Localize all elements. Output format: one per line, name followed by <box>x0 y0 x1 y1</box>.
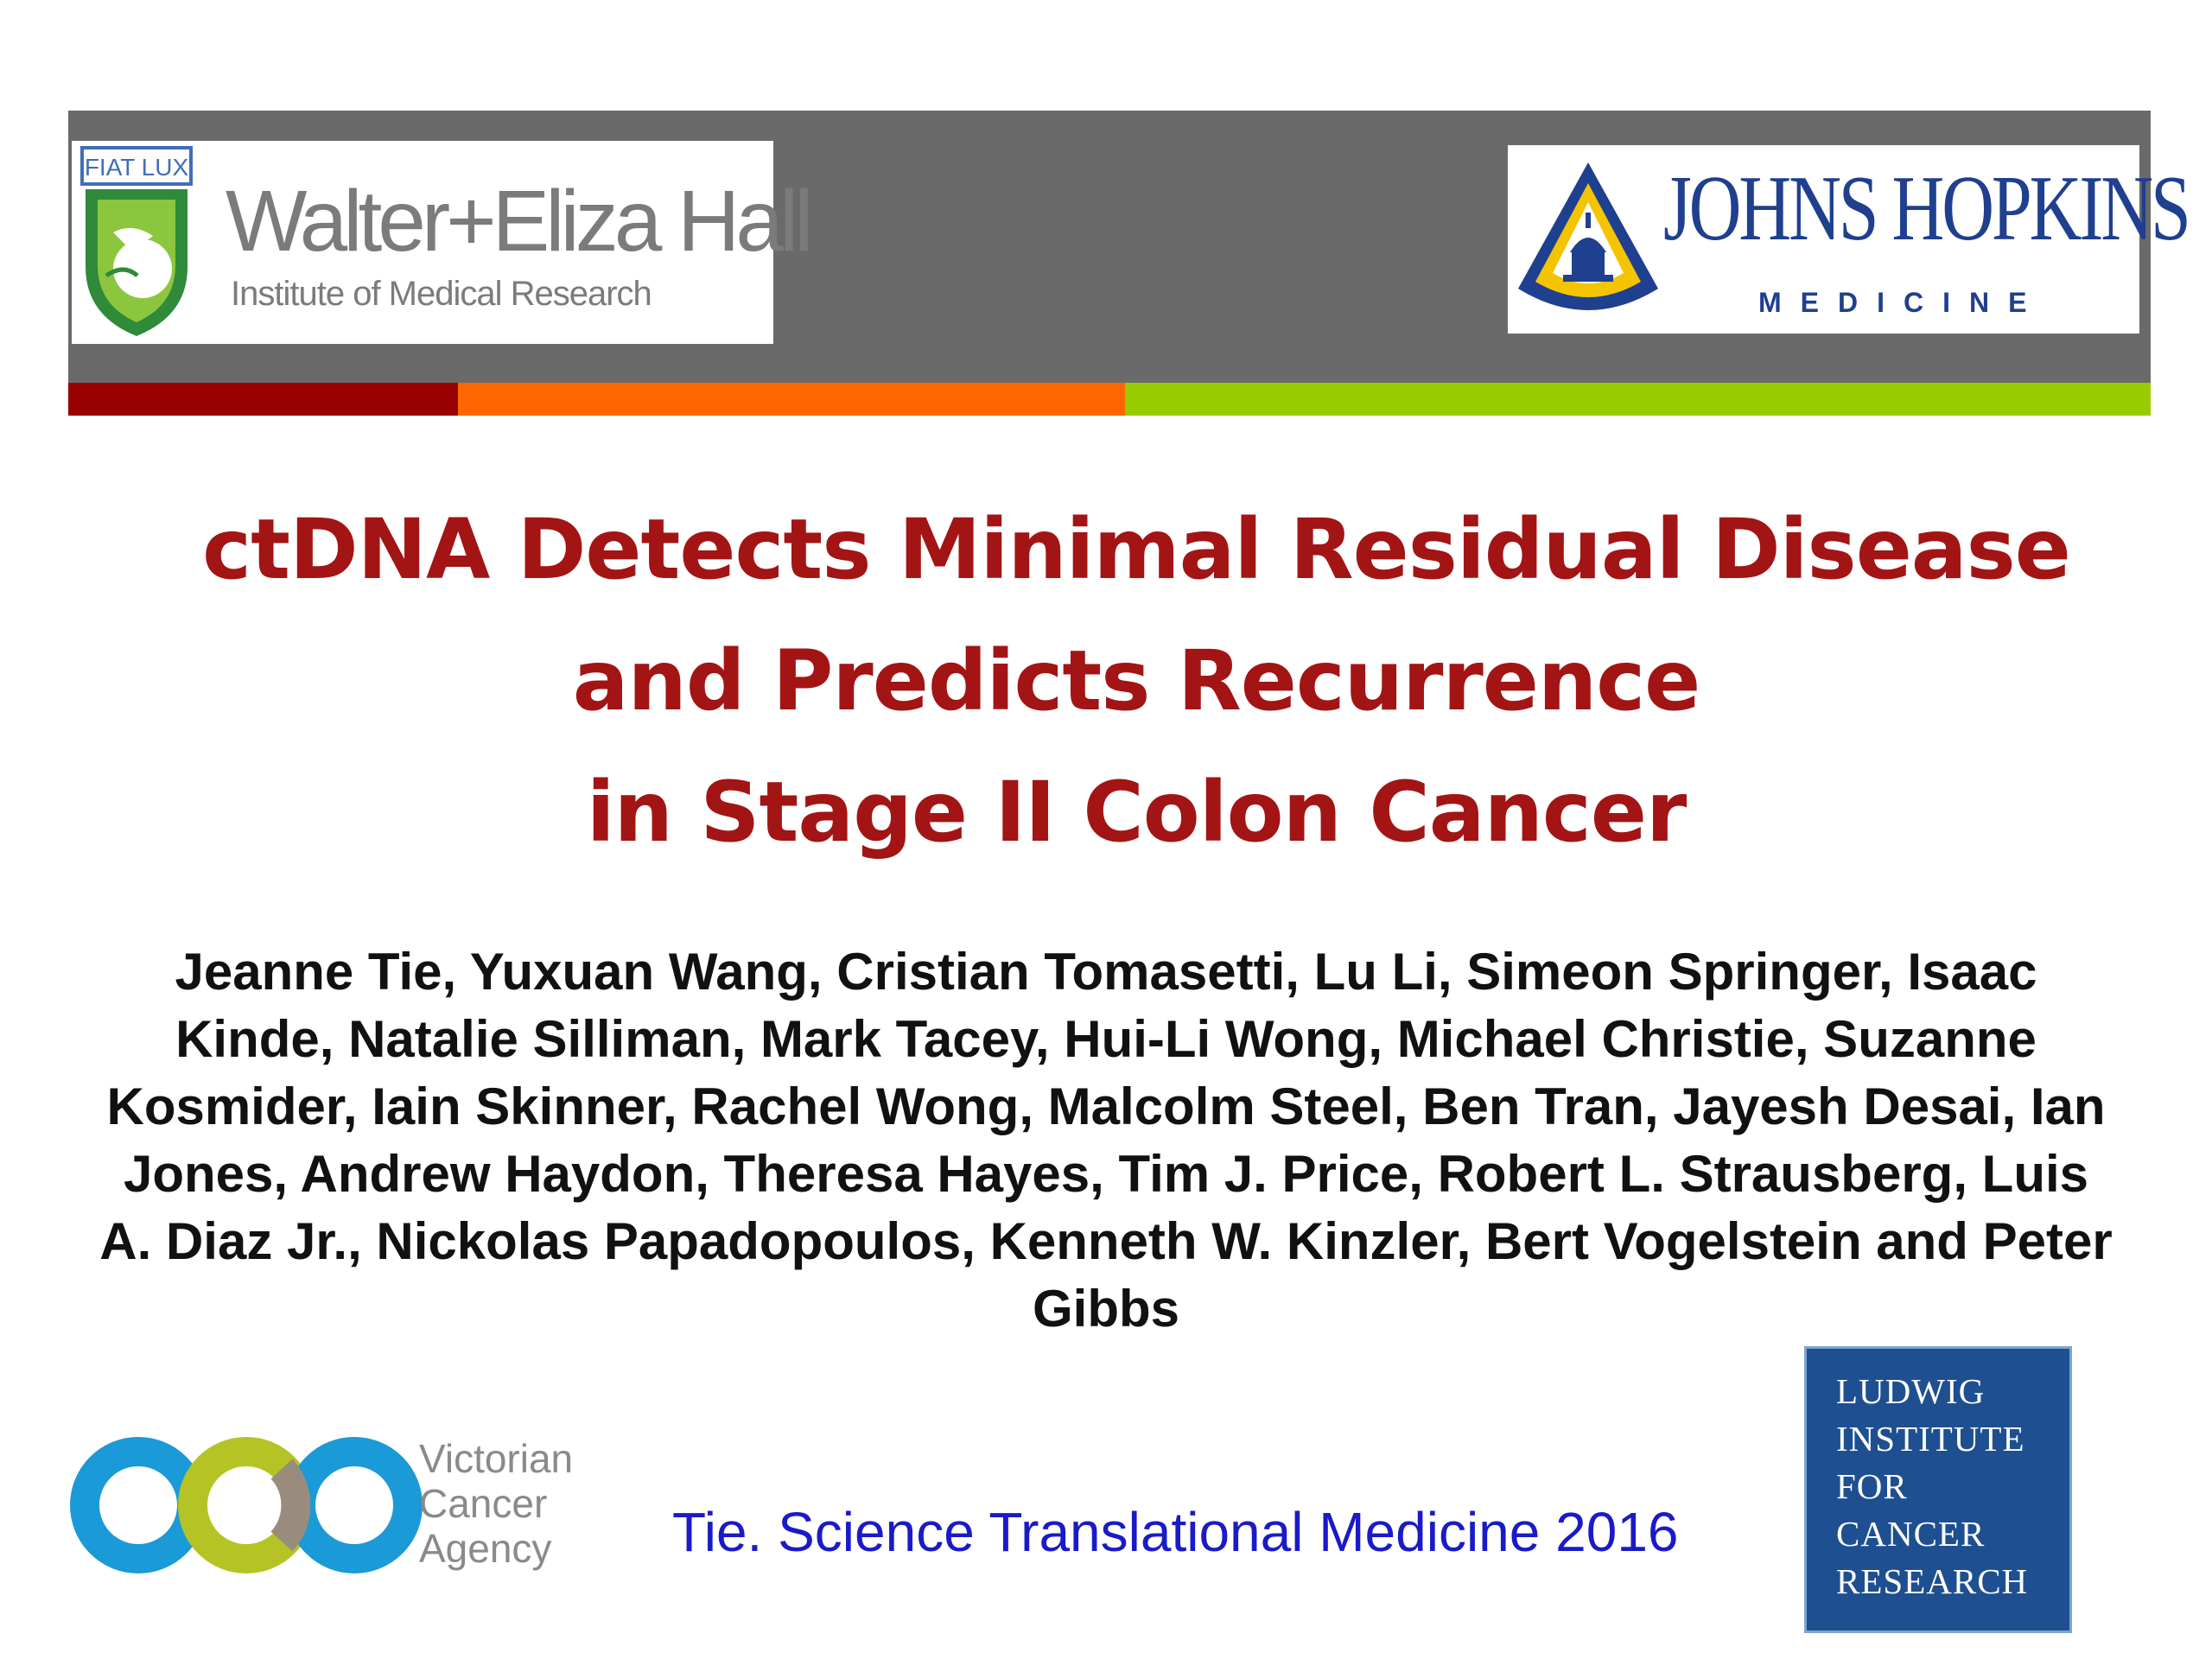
citation: Tie. Science Translational Medicine 2016 <box>672 1501 1679 1563</box>
wehi-motto: FIAT LUX <box>85 154 189 181</box>
vca-line-1: Victorian <box>419 1436 574 1481</box>
johns-hopkins-name: JOHNS HOPKINS <box>1663 157 2191 260</box>
title-line-2: and Predicts Recurrence <box>572 632 1701 729</box>
johns-hopkins-shield-icon <box>1518 162 1658 310</box>
ludwig-line-3: FOR <box>1836 1466 1908 1506</box>
ludwig-line-4: CANCER <box>1836 1514 1986 1554</box>
ludwig-line-2: INSTITUTE <box>1836 1419 2025 1459</box>
ludwig-name: LUDWIG INSTITUTE FOR CANCER RESEARCH <box>1836 1368 2028 1605</box>
title-line-1: ctDNA Detects Minimal Residual Disease <box>202 501 2071 598</box>
ludwig-line-5: RESEARCH <box>1836 1561 2029 1601</box>
victorian-cancer-agency-logo: Victorian Cancer Agency <box>35 1402 605 1609</box>
vca-name: Victorian Cancer Agency <box>419 1436 573 1571</box>
wehi-subtitle: Institute of Medical Research <box>231 275 652 313</box>
johns-hopkins-logo: JOHNS HOPKINS MEDICINE <box>1508 145 2191 334</box>
ludwig-line-1: LUDWIG <box>1836 1371 1986 1411</box>
title-line-3: in Stage II Colon Cancer <box>586 764 1688 861</box>
wehi-shield-icon: FIAT LUX <box>80 146 193 336</box>
accent-strip-orange <box>458 383 1125 416</box>
johns-hopkins-subtitle: MEDICINE <box>1758 287 2046 318</box>
vca-line-3: Agency <box>419 1526 552 1571</box>
author-list: Jeanne Tie, Yuxuan Wang, Cristian Tomase… <box>99 943 2113 1338</box>
wehi-logo: FIAT LUX Walter+Eliza Hall Institute of … <box>72 141 813 344</box>
vca-line-2: Cancer <box>419 1481 548 1526</box>
vca-rings-icon <box>70 1437 423 1573</box>
wehi-name: Walter+Eliza Hall <box>226 173 813 270</box>
accent-strip-green <box>1125 383 2151 416</box>
accent-strip-red <box>68 383 458 416</box>
ludwig-institute-logo: LUDWIG INSTITUTE FOR CANCER RESEARCH <box>1804 1346 2072 1633</box>
slide-title: ctDNA Detects Minimal Residual Disease a… <box>130 484 2143 878</box>
